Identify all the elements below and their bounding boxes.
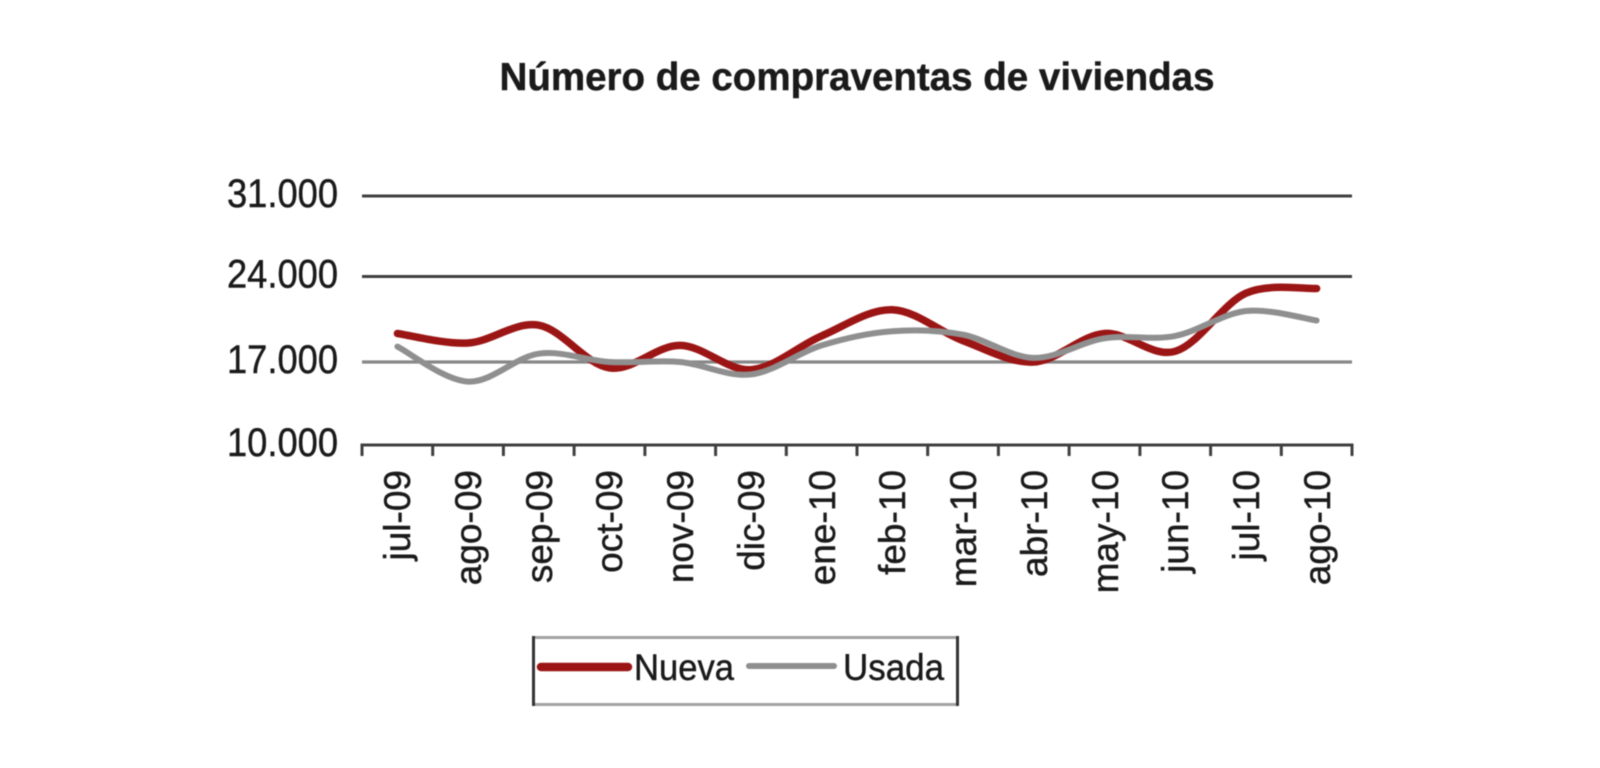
svg-text:jun-10: jun-10 xyxy=(1155,470,1196,574)
svg-text:17.000: 17.000 xyxy=(227,338,338,382)
svg-text:dic-09: dic-09 xyxy=(731,470,772,571)
svg-text:oct-09: oct-09 xyxy=(589,470,630,573)
svg-text:jul-09: jul-09 xyxy=(377,470,418,562)
svg-text:24.000: 24.000 xyxy=(227,253,338,297)
svg-text:mar-10: mar-10 xyxy=(943,470,984,587)
svg-text:Nueva: Nueva xyxy=(634,647,734,688)
svg-text:31.000: 31.000 xyxy=(227,172,338,216)
svg-text:Número de compraventas de vivi: Número de compraventas de viviendas xyxy=(500,56,1215,99)
svg-text:Usada: Usada xyxy=(843,647,944,688)
svg-text:10.000: 10.000 xyxy=(227,421,338,465)
svg-text:nov-09: nov-09 xyxy=(660,470,701,583)
svg-text:sep-09: sep-09 xyxy=(519,470,560,583)
svg-text:may-10: may-10 xyxy=(1085,470,1126,593)
svg-text:jul-10: jul-10 xyxy=(1226,470,1267,562)
svg-text:ago-10: ago-10 xyxy=(1297,470,1338,585)
svg-text:feb-10: feb-10 xyxy=(872,470,913,575)
svg-text:abr-10: abr-10 xyxy=(1014,470,1055,577)
svg-text:ago-09: ago-09 xyxy=(448,470,489,585)
svg-text:ene-10: ene-10 xyxy=(802,470,843,585)
